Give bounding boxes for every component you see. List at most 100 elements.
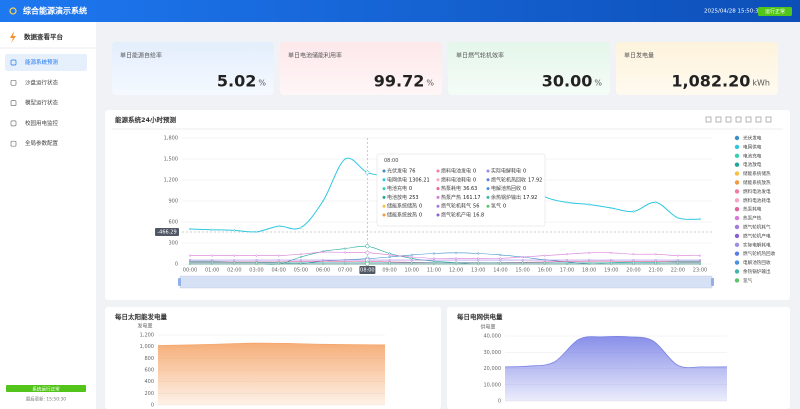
zoom-handle[interactable]: [711, 278, 714, 286]
legend-label[interactable]: 热泵产热: [743, 215, 762, 222]
kpi-unit: kWh: [752, 79, 770, 88]
tooltip-marker: [436, 213, 440, 217]
tool-icon[interactable]: [715, 116, 722, 123]
kpi-card: [448, 42, 610, 95]
kpi-unit: %: [258, 79, 266, 88]
y-tick-label: 600: [168, 220, 178, 226]
chart-title: 能源系统24小时预测: [115, 115, 177, 124]
data-point: [499, 253, 502, 256]
legend-label[interactable]: 燃气轮机耗气: [743, 224, 771, 231]
data-point: [477, 257, 480, 260]
legend-marker: [734, 269, 740, 274]
tooltip-value: 0: [523, 169, 526, 175]
tool-icon[interactable]: [735, 116, 742, 123]
kpi-card: [280, 42, 442, 95]
tool-icon[interactable]: [725, 116, 732, 123]
legend-label[interactable]: 燃气轮机产电: [743, 232, 771, 239]
zoom-window[interactable]: [180, 276, 712, 288]
data-point: [632, 259, 635, 262]
data-point: [632, 253, 635, 256]
legend-label[interactable]: 燃料电池耗电: [743, 197, 771, 204]
x-tick-label: 09:00: [382, 268, 396, 274]
legend-label[interactable]: 燃气轮机热回收: [743, 250, 776, 257]
legend-label[interactable]: 余热锅炉输出: [743, 268, 771, 275]
x-tick-label: 04:00: [271, 268, 285, 274]
tooltip-value: 0: [523, 186, 526, 192]
legend-label[interactable]: 储能系统储热: [743, 170, 771, 177]
y-tick-label: 600: [144, 368, 154, 374]
sidebar-title: 数据查看平台: [24, 32, 64, 41]
legend-label[interactable]: 储能系统放热: [743, 179, 771, 186]
data-point: [499, 259, 502, 262]
kpi-value: 1,082.20: [671, 72, 750, 91]
kpi-label: 单日能源自给率: [120, 52, 162, 60]
status-text: 运行正常: [765, 8, 785, 15]
data-point: [610, 259, 613, 262]
header-icon: [9, 7, 17, 15]
data-point: [455, 262, 458, 266]
tooltip-name: 燃气轮机热回收: [491, 176, 526, 183]
tooltip-value: 0: [473, 169, 476, 175]
tooltip-marker: [436, 169, 440, 173]
data-point: [588, 262, 591, 266]
legend-label[interactable]: 实际电解耗电: [743, 241, 771, 248]
tooltip-name: 氢气: [491, 203, 501, 210]
x-tick-label: 13:00: [471, 268, 485, 274]
data-point: [277, 262, 280, 266]
legend-label[interactable]: 燃料电池发电: [743, 188, 771, 195]
data-point: [211, 228, 214, 231]
tooltip-name: 电网供电: [387, 176, 407, 183]
legend-marker: [734, 215, 740, 221]
y-tick-label: 0: [498, 399, 501, 405]
menu-item[interactable]: 模型运行状态: [25, 99, 59, 107]
y-tick-label: 40,000: [484, 334, 502, 340]
tool-icon[interactable]: [745, 116, 752, 123]
y-tick-label: 300: [168, 241, 178, 247]
tool-icon[interactable]: [705, 116, 712, 123]
menu-icon: [10, 140, 17, 147]
menu-icon: [10, 100, 17, 106]
legend-marker: [734, 180, 740, 185]
tool-icon[interactable]: [755, 116, 762, 123]
tool-icon[interactable]: [765, 116, 772, 123]
toolbox[interactable]: [705, 116, 772, 123]
data-point: [299, 262, 302, 266]
tooltip-name: 热泵耗电: [441, 185, 461, 192]
data-point: [410, 255, 413, 259]
pointer-label: -466.29: [157, 230, 176, 236]
data-point: [344, 251, 347, 254]
header-datetime: 2025/04/28 15:50:31: [704, 9, 762, 15]
tooltip-name: 电池充电: [387, 185, 407, 192]
legend-label[interactable]: 氢气: [743, 277, 753, 284]
legend-label[interactable]: 电池放电: [743, 161, 762, 168]
tooltip: [376, 153, 546, 227]
data-point: [388, 259, 391, 262]
data-point: [432, 257, 435, 260]
tooltip-marker: [436, 187, 440, 191]
menu-item[interactable]: 全局参数配置: [25, 139, 59, 147]
kpi-label: 单日发电量: [624, 52, 654, 60]
x-pointer-label-bg: [359, 266, 376, 274]
legend-marker: [734, 198, 740, 203]
zoom-handle[interactable]: [178, 278, 181, 286]
legend-label[interactable]: 光伏发电: [743, 135, 762, 142]
data-point: [277, 225, 280, 228]
legend-label[interactable]: 电网供电: [743, 143, 762, 150]
data-point: [632, 262, 635, 266]
legend-marker: [734, 189, 740, 194]
menu-item[interactable]: 校园用电监控: [25, 119, 59, 127]
area: [158, 343, 385, 405]
data-point: [188, 262, 192, 266]
data-point: [610, 262, 613, 266]
legend-label[interactable]: 电解池热回收: [743, 259, 771, 266]
menu-item[interactable]: 能源系统预测: [25, 58, 59, 66]
tooltip-marker: [382, 213, 386, 217]
legend-label[interactable]: 热泵耗电: [743, 206, 762, 213]
data-point: [321, 199, 325, 203]
data-point: [676, 262, 679, 266]
tooltip-name: 电解池热回收: [491, 185, 521, 192]
menu-item[interactable]: 沙盘运行状态: [25, 78, 59, 86]
legend-label[interactable]: 电池充电: [743, 152, 762, 159]
x-tick-label: 18:00: [582, 268, 596, 274]
